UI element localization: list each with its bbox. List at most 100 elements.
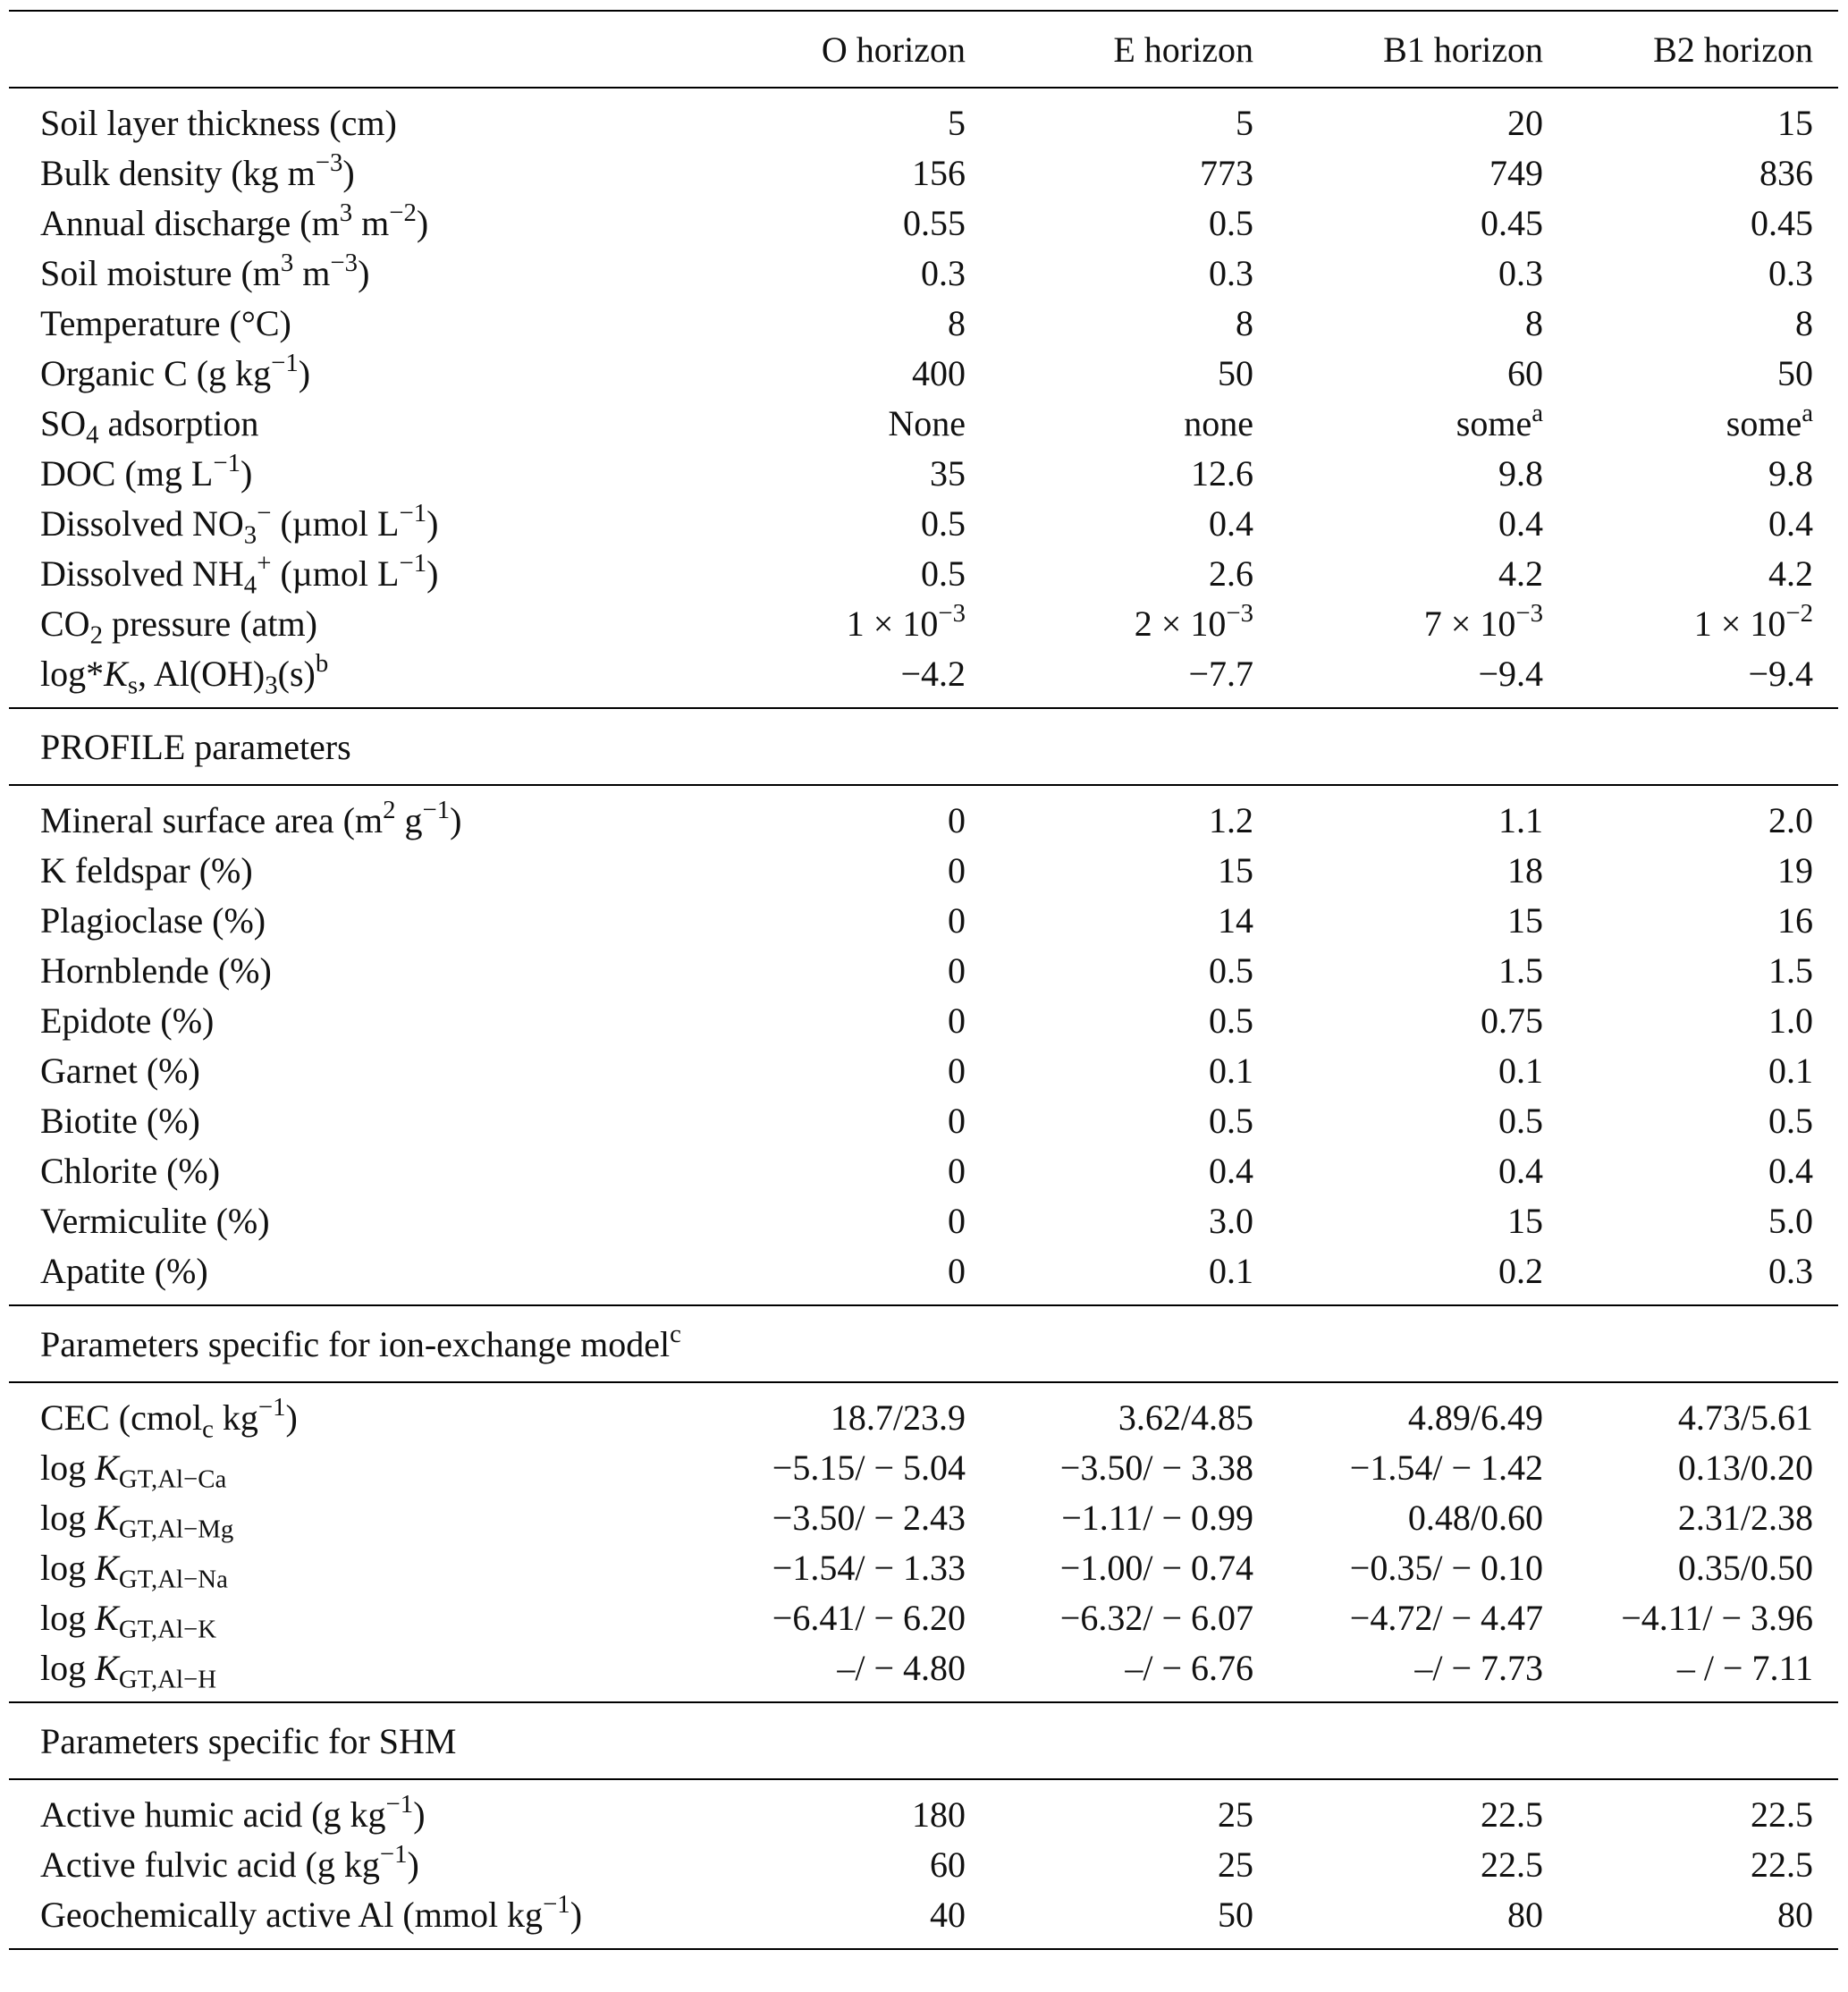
supscript: −1 bbox=[385, 1789, 414, 1819]
text: 8 bbox=[1525, 302, 1543, 343]
text: 1.2 bbox=[1209, 799, 1253, 840]
text: pressure (atm) bbox=[102, 603, 317, 644]
text: log bbox=[40, 1497, 96, 1538]
cell: 15 bbox=[1253, 895, 1543, 945]
supscript: −1 bbox=[257, 1392, 286, 1422]
cell: −9.4 bbox=[1253, 648, 1543, 698]
text: 22.5 bbox=[1481, 1844, 1543, 1885]
text: 0.5 bbox=[1209, 1000, 1253, 1041]
cell: 8 bbox=[1253, 298, 1543, 348]
text: Chlorite (%) bbox=[40, 1150, 221, 1191]
section-header: Parameters specific for ion-exchange mod… bbox=[9, 1304, 1838, 1383]
text: 0.5 bbox=[1498, 1100, 1543, 1141]
text: 0.5 bbox=[921, 553, 966, 594]
spacer-cell bbox=[9, 1779, 1838, 1789]
text: Active humic acid (g kg bbox=[40, 1794, 386, 1835]
text: Parameters specific for ion-exchange mod… bbox=[40, 1323, 671, 1364]
cell: 4.73/5.61 bbox=[1543, 1392, 1838, 1442]
cell: 22.5 bbox=[1253, 1789, 1543, 1839]
text: 1 × 10 bbox=[1693, 603, 1786, 644]
row-label: Epidote (%) bbox=[9, 995, 688, 1045]
cell: 25 bbox=[966, 1789, 1253, 1839]
cell: 0.55 bbox=[688, 198, 966, 248]
text: 1.5 bbox=[1498, 950, 1543, 991]
supscript: 3 bbox=[280, 248, 294, 277]
supscript: 3 bbox=[339, 198, 353, 227]
text: 12.6 bbox=[1191, 452, 1253, 494]
cell: −1.11/ − 0.99 bbox=[966, 1492, 1253, 1542]
supscript: −2 bbox=[389, 198, 417, 227]
text: 0.5 bbox=[1209, 1100, 1253, 1141]
text: 9.8 bbox=[1768, 452, 1813, 494]
text: −1.54/ − 1.42 bbox=[1349, 1447, 1543, 1488]
text: –/ − 6.76 bbox=[1125, 1647, 1253, 1688]
spacer-cell bbox=[9, 1296, 1838, 1305]
cell: 0.5 bbox=[688, 548, 966, 598]
cell: 0 bbox=[688, 1245, 966, 1296]
text: 0.48/0.60 bbox=[1407, 1497, 1543, 1538]
text: ) bbox=[407, 1844, 419, 1885]
italic-text: K bbox=[95, 1597, 119, 1638]
italic-text: K bbox=[95, 1447, 119, 1488]
spacer bbox=[9, 1382, 1838, 1392]
text: CO bbox=[40, 603, 90, 644]
text: −1.11/ − 0.99 bbox=[1061, 1497, 1253, 1538]
cell: 2.6 bbox=[966, 548, 1253, 598]
cell: None bbox=[688, 398, 966, 448]
text: 9.8 bbox=[1498, 452, 1543, 494]
cell: 0.3 bbox=[1543, 248, 1838, 298]
supscript: −2 bbox=[1785, 598, 1813, 628]
row-label: log*Ks, Al(OH)3(s)b bbox=[9, 648, 688, 698]
cell: 0.1 bbox=[1253, 1045, 1543, 1095]
cell: 0.4 bbox=[1253, 1145, 1543, 1195]
data-row: K feldspar (%) 0 15 18 19 bbox=[9, 845, 1838, 895]
subscript: s bbox=[127, 671, 139, 700]
cell: −6.32/ − 6.07 bbox=[966, 1592, 1253, 1642]
italic-text: K bbox=[95, 1497, 119, 1538]
text: 40 bbox=[930, 1894, 966, 1935]
cell: 1.2 bbox=[966, 795, 1253, 845]
text: 0.4 bbox=[1209, 502, 1253, 544]
text: ) bbox=[426, 502, 439, 544]
spacer bbox=[9, 1296, 1838, 1305]
text: 2 × 10 bbox=[1134, 603, 1227, 644]
cell: –/ − 7.73 bbox=[1253, 1642, 1543, 1692]
supscript: b bbox=[315, 648, 329, 678]
row-label: Soil moisture (m3 m−3) bbox=[9, 248, 688, 298]
spacer bbox=[9, 88, 1838, 97]
subscript: GT,Al−K bbox=[118, 1615, 217, 1644]
row-label: Vermiculite (%) bbox=[9, 1195, 688, 1245]
text: 3.62/4.85 bbox=[1118, 1397, 1253, 1438]
data-row: Dissolved NH4+ (µmol L−1) 0.5 2.6 4.2 4.2 bbox=[9, 548, 1838, 598]
data-row: log KGT,Al−Na −1.54/ − 1.33 −1.00/ − 0.74 −… bbox=[9, 1542, 1838, 1592]
text: 0 bbox=[948, 1050, 966, 1091]
text: 773 bbox=[1200, 152, 1253, 193]
text: 1.1 bbox=[1498, 799, 1543, 840]
supscript: a bbox=[1532, 398, 1543, 427]
text: K feldspar (%) bbox=[40, 849, 253, 890]
cell: 0.3 bbox=[1543, 1245, 1838, 1296]
text: 0.45 bbox=[1481, 202, 1543, 243]
cell: 40 bbox=[688, 1889, 966, 1939]
spacer bbox=[9, 1779, 1838, 1789]
text: −7.7 bbox=[1188, 653, 1253, 694]
text: 0.1 bbox=[1209, 1250, 1253, 1291]
spacer-cell bbox=[9, 1939, 1838, 1949]
text: ) bbox=[240, 452, 253, 494]
text: 18 bbox=[1507, 849, 1543, 890]
row-label: Bulk density (kg m−3) bbox=[9, 148, 688, 198]
text: 1.0 bbox=[1768, 1000, 1813, 1041]
text: None bbox=[888, 402, 966, 443]
supscript: 2 bbox=[383, 795, 396, 824]
text: Dissolved NO bbox=[40, 502, 244, 544]
cell: 0.1 bbox=[1543, 1045, 1838, 1095]
data-row: DOC (mg L−1) 35 12.6 9.8 9.8 bbox=[9, 448, 1838, 498]
supscript: −3 bbox=[1226, 598, 1253, 628]
text: ) bbox=[570, 1894, 583, 1935]
text: 25 bbox=[1218, 1794, 1253, 1835]
data-row: SO4 adsorption None none somea somea bbox=[9, 398, 1838, 448]
text: 80 bbox=[1777, 1894, 1813, 1935]
cell: −3.50/ − 3.38 bbox=[966, 1442, 1253, 1492]
subscript: 3 bbox=[265, 671, 278, 700]
text: 4.73/5.61 bbox=[1677, 1397, 1813, 1438]
